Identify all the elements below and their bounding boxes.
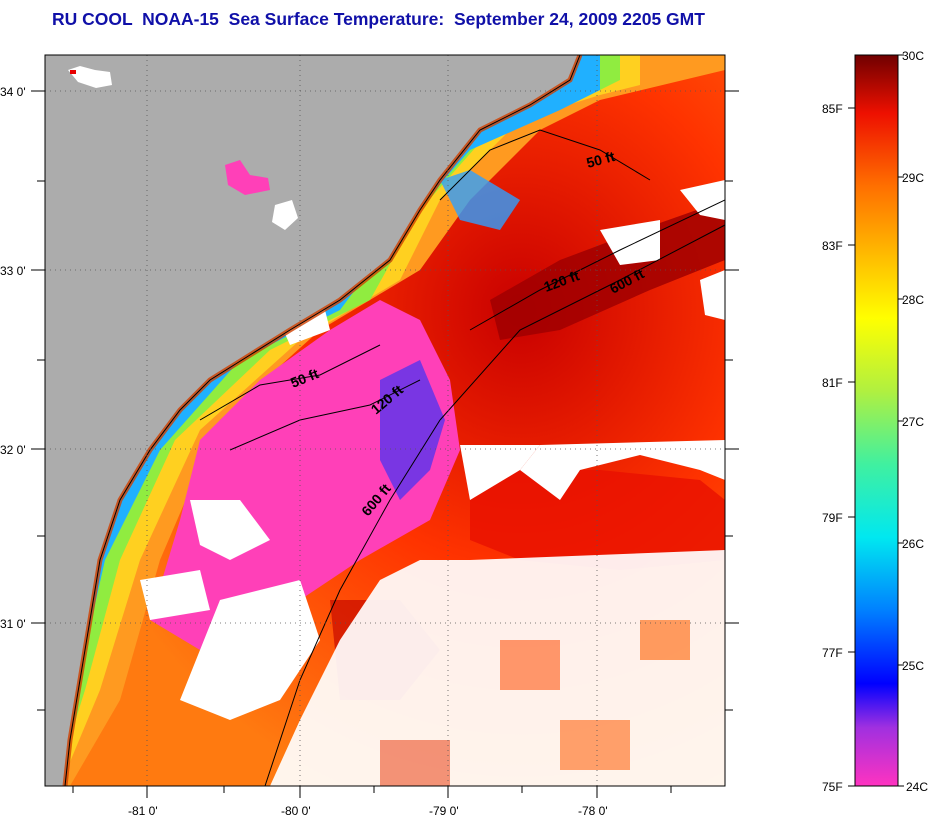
graticule [45,55,725,786]
isobath-600ft-south [264,419,441,786]
colorbar-label-24c: 24C [906,780,928,794]
lon-label-81: -81 0' [128,804,158,817]
lon-label-80: -80 0' [281,804,311,817]
lat-label-32: 32 0' [0,443,26,457]
colorbar-label-81f: 81F [822,376,843,390]
map-frame [44,54,726,787]
map-title: RU COOL NOAA-15 Sea Surface Temperature:… [52,9,705,29]
lon-label-78: -78 0' [578,804,608,817]
lat-label-34: 34 0' [0,85,26,99]
colorbar-label-85f: 85F [822,102,843,116]
axis-ticks [31,90,739,798]
lat-label-33: 33 0' [0,264,26,278]
colorbar-label-79f: 79F [822,511,843,525]
coastline [64,55,581,786]
colorbar-label-77f: 77F [822,646,843,660]
colorbar-label-27c: 27C [902,415,924,429]
cloud-cover [140,180,725,786]
colorbar-label-75f: 75F [822,780,843,794]
isobath-50ft-north [439,129,651,201]
lon-label-79: -79 0' [429,804,459,817]
colorbar-label-30c: 30C [902,49,924,63]
land-mass [45,55,580,786]
colorbar-label-83f: 83F [822,239,843,253]
isobath-120ft-south [229,379,421,451]
colorbar-label-25c: 25C [902,659,924,673]
isobath-label-50ft-north: 50 ft [585,148,617,171]
colorbar [854,54,899,787]
lat-label-31: 31 0' [0,617,26,631]
colorbar-label-28c: 28C [902,293,924,307]
colorbar-label-26c: 26C [902,537,924,551]
isobath-50ft-south [199,344,381,421]
colorbar-label-29c: 29C [902,171,924,185]
isobath-600ft-north [439,224,725,421]
